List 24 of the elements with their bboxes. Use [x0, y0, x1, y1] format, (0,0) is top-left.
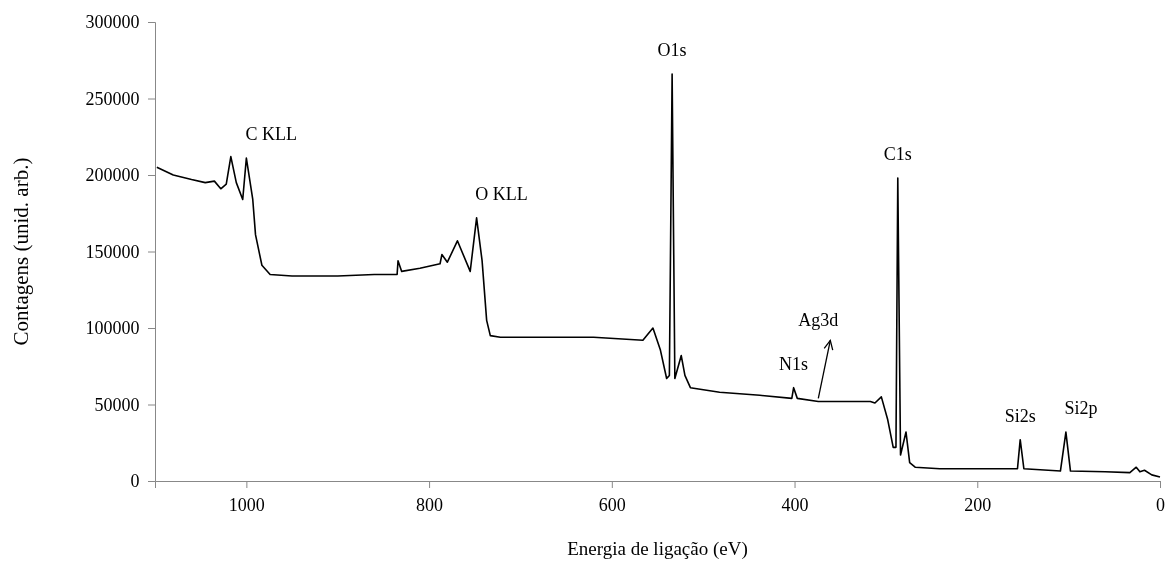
x-tick-label: 1000 [228, 494, 265, 515]
annotation: O KLL [475, 183, 528, 204]
annotation: Ag3d [798, 309, 839, 330]
annotation: Si2p [1064, 398, 1098, 419]
x-tick-label: 600 [598, 494, 626, 515]
x-tick-label: 0 [1156, 494, 1165, 515]
y-tick-label: 150000 [85, 241, 140, 262]
annotation: Si2s [1004, 405, 1036, 426]
annotation: C1s [883, 144, 912, 165]
x-axis-title: Energia de ligação (eV) [567, 538, 748, 560]
y-tick-label: 300000 [85, 12, 140, 33]
y-axis-title: Contagens (unid. arb.) [9, 157, 33, 346]
annotation: N1s [779, 353, 809, 374]
x-tick-label: 200 [964, 494, 992, 515]
annotation: O1s [657, 40, 687, 61]
annotation: C KLL [245, 124, 298, 145]
y-tick-label: 100000 [85, 318, 140, 339]
y-tick-label: 250000 [85, 88, 140, 109]
x-tick-label: 400 [781, 494, 809, 515]
line-series [156, 73, 1161, 478]
y-tick-label: 50000 [94, 394, 140, 415]
y-tick-label: 0 [130, 471, 140, 492]
y-tick-label: 200000 [85, 165, 140, 186]
x-tick-label: 800 [416, 494, 444, 515]
